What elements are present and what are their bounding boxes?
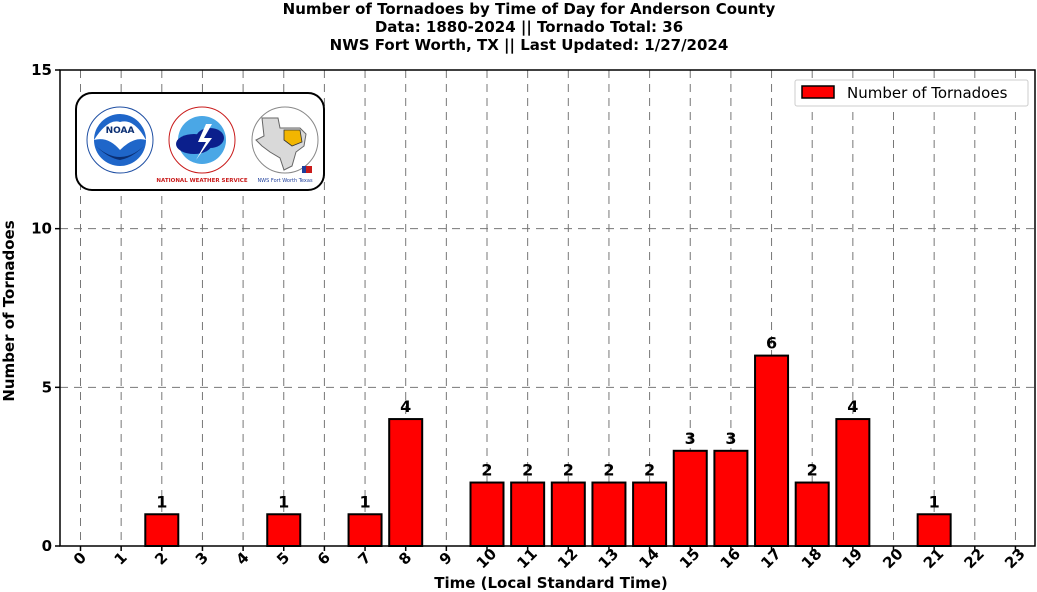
noaa-logo-text: NOAA [106, 126, 135, 136]
x-tick-label-4: 4 [233, 548, 253, 568]
data-label-hour-8: 4 [400, 397, 411, 416]
data-label-hour-12: 2 [563, 461, 574, 480]
x-tick-labels: 0 1 2 3 4 5 6 7 8 9 10 11 12 13 14 15 16 17 18 19 20 21 22 23 [70, 545, 1029, 572]
x-tick-label-5: 5 [273, 548, 293, 568]
x-axis-title: Time (Local Standard Time) [434, 574, 668, 592]
texas-office-logo-text: NWS Fort Worth Texas [257, 178, 313, 184]
y-axis-title: Number of Tornadoes [0, 220, 18, 401]
data-label-hour-17: 6 [766, 334, 777, 353]
data-label-hour-14: 2 [644, 461, 655, 480]
plot-frame [59, 69, 1036, 547]
x-tick-label-0: 0 [70, 548, 90, 568]
x-tick-label-2: 2 [151, 548, 171, 568]
legend: Number of Tornadoes [794, 79, 1029, 107]
chart-title-line-2: Data: 1880-2024 || Tornado Total: 36 [375, 18, 683, 37]
noaa-logo-icon: NOAA [86, 106, 154, 174]
x-tick-label-14: 14 [635, 545, 662, 572]
x-tick-label-22: 22 [961, 545, 988, 572]
x-tick-label-16: 16 [717, 545, 744, 572]
x-tick-label-7: 7 [354, 548, 374, 568]
data-label-hour-15: 3 [685, 429, 696, 448]
data-label-hour-18: 2 [807, 461, 818, 480]
x-tick-label-18: 18 [798, 545, 825, 572]
bar-hour-18 [794, 481, 830, 547]
legend-label: Number of Tornadoes [847, 84, 1008, 102]
x-tick-label-21: 21 [920, 545, 947, 572]
bar-hour-5 [266, 513, 302, 547]
data-label-hour-10: 2 [481, 461, 492, 480]
legend-swatch [801, 85, 835, 99]
x-tick-label-19: 19 [839, 545, 866, 572]
x-tick-label-11: 11 [513, 545, 540, 572]
bar-hour-14 [632, 481, 668, 547]
nws-logo-text: NATIONAL WEATHER SERVICE [156, 178, 247, 184]
bar-hour-12 [550, 481, 586, 547]
x-tick-label-8: 8 [395, 548, 415, 568]
bar-hour-16 [713, 449, 749, 547]
y-tick-label: 10 [31, 220, 52, 238]
bar-hour-13 [591, 481, 627, 547]
bar-hour-21 [916, 513, 952, 547]
logo-box: NOAA NATIONAL WEATHER SERVICE NWS Fort W… [75, 92, 325, 191]
x-tick-label-3: 3 [192, 548, 212, 568]
y-tick-label: 0 [42, 537, 52, 555]
data-label-hour-11: 2 [522, 461, 533, 480]
data-label-hour-13: 2 [603, 461, 614, 480]
x-tick-label-9: 9 [436, 548, 456, 568]
data-label-hour-7: 1 [359, 492, 370, 511]
x-tick-label-13: 13 [595, 545, 622, 572]
texas-office-logo-icon: NWS Fort Worth Texas [251, 106, 319, 184]
bar-hour-7 [347, 513, 383, 547]
nws-logo-icon: NATIONAL WEATHER SERVICE [156, 106, 248, 184]
x-tick-label-6: 6 [314, 548, 334, 568]
bar-hour-2 [144, 513, 180, 547]
x-tick-label-17: 17 [757, 545, 784, 572]
x-tick-label-1: 1 [111, 548, 131, 568]
bar-hour-10 [469, 481, 505, 547]
y-tick-labels: 0 5 10 15 [31, 61, 60, 555]
y-tick-label: 15 [31, 61, 52, 79]
x-tick-label-10: 10 [473, 545, 500, 572]
bar-hour-11 [510, 481, 546, 547]
y-tick-label: 5 [42, 378, 52, 396]
chart-title-line-3: NWS Fort Worth, TX || Last Updated: 1/27… [330, 36, 729, 55]
chart-title-line-1: Number of Tornadoes by Time of Day for A… [283, 0, 776, 18]
data-label-hour-19: 4 [847, 397, 858, 416]
data-label-hour-21: 1 [929, 492, 940, 511]
x-tick-label-20: 20 [879, 545, 906, 572]
x-tick-label-23: 23 [1001, 545, 1028, 572]
bar-hour-15 [672, 449, 708, 547]
data-label-hour-5: 1 [278, 492, 289, 511]
x-tick-label-12: 12 [554, 545, 581, 572]
data-label-hour-16: 3 [725, 429, 736, 448]
legend-frame [794, 79, 1029, 107]
bars [144, 354, 952, 548]
bar-hour-17 [754, 354, 790, 547]
data-labels: 1 1 1 4 2 2 2 2 2 3 3 6 2 4 1 [156, 334, 939, 512]
x-tick-label-15: 15 [676, 545, 703, 572]
bar-hour-8 [388, 418, 424, 548]
bar-hour-19 [835, 418, 871, 548]
data-label-hour-2: 1 [156, 492, 167, 511]
